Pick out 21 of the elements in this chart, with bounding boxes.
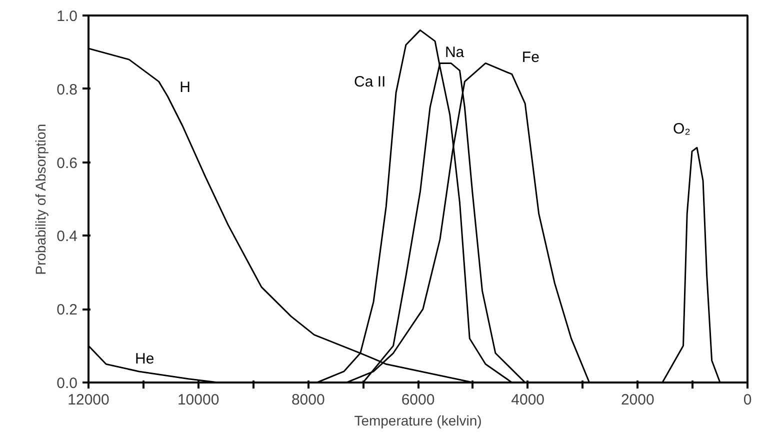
y-tick-label: 0.8 <box>56 81 78 98</box>
series-label: H <box>180 79 190 96</box>
x-tick-label: 4000 <box>511 392 545 408</box>
x-axis-title: Temperature (kelvin) <box>354 412 482 428</box>
y-tick-label: 0.0 <box>56 375 78 392</box>
x-tick-label: 8000 <box>291 392 325 408</box>
x-tick-label: 6000 <box>401 392 435 408</box>
y-axis-title: Probability of Absorption <box>32 124 49 275</box>
series-label: Ca II <box>354 74 386 91</box>
y-tick-label: 0.2 <box>56 302 78 319</box>
series-label: Na <box>444 44 465 62</box>
y-tick-label: 0.6 <box>56 154 78 172</box>
x-tick-label: 12000 <box>68 392 110 408</box>
x-tick-label: 10000 <box>177 392 220 408</box>
series-label: He <box>135 350 154 368</box>
x-tick-label: 0 <box>743 392 752 408</box>
y-tick-label: 0.4 <box>56 228 78 246</box>
series-label: Fe <box>522 49 540 66</box>
x-tick-label: 2000 <box>620 392 654 408</box>
y-tick-label: 1.0 <box>56 8 78 25</box>
series-label: O₂ <box>672 120 691 138</box>
